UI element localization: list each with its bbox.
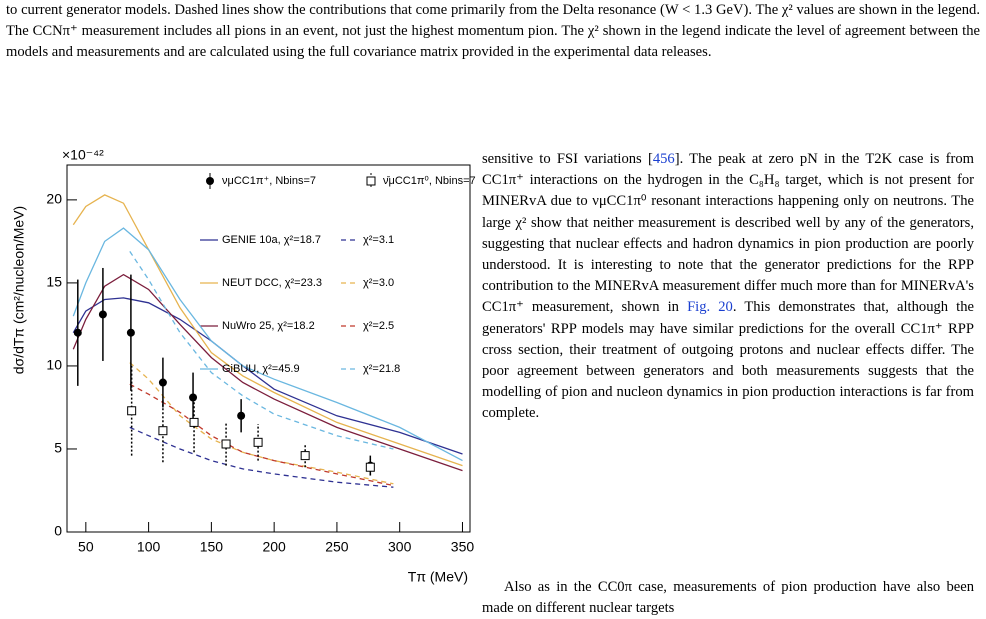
legend-marker	[206, 177, 214, 185]
plot-frame	[66, 164, 471, 533]
legend-label: νμCC1π⁺, Nbins=7	[222, 175, 316, 187]
body-paragraph: sensitive to FSI variations [456]. The p…	[482, 149, 974, 425]
data-point	[237, 411, 246, 420]
page: to current generator models. Dashed line…	[6, 2, 980, 617]
chart: ×10⁻⁴² Tπ (MeV) dσ/dTπ (cm²/nucleon/MeV)…	[11, 150, 476, 585]
citation-link[interactable]: 456	[652, 151, 675, 167]
caption: to current generator models. Dashed line…	[6, 2, 980, 61]
y-tick-label: 15	[46, 274, 62, 290]
legend-label: GENIE 10a, χ²=18.7	[222, 234, 321, 246]
x-tick-label: 350	[451, 539, 475, 555]
text: . This demonstrates that, although the g…	[482, 299, 975, 422]
dashed-line	[129, 362, 394, 485]
legend-label: GiBUU, χ²=45.9	[222, 363, 300, 375]
legend-marker	[366, 176, 376, 186]
legend-label: NEUT DCC, χ²=23.3	[222, 277, 322, 289]
text: ]. The peak at zero pN in the T2K case i…	[482, 151, 974, 316]
dashed-line	[129, 383, 394, 487]
dashed-line	[129, 251, 394, 450]
x-tick-label: 300	[388, 539, 412, 555]
x-tick-label: 150	[200, 539, 224, 555]
y-axis-label: dσ/dTπ (cm²/nucleon/MeV)	[11, 206, 27, 374]
legend-label: χ²=2.5	[363, 320, 394, 332]
axis-multiplier: ×10⁻⁴²	[62, 150, 104, 163]
data-point	[158, 378, 167, 387]
data-point	[126, 328, 135, 337]
legend-label: χ²=3.1	[363, 234, 394, 246]
body-paragraph: Also as in the CC0π case, measurements o…	[482, 579, 974, 617]
data-point	[253, 437, 263, 447]
y-tick-label: 0	[54, 523, 62, 539]
data-point	[221, 439, 231, 449]
legend-label: χ²=3.0	[363, 277, 394, 289]
data-point	[189, 393, 198, 402]
legend-label: NuWro 25, χ²=18.2	[222, 320, 315, 332]
data-point	[98, 310, 107, 319]
x-tick-label: 250	[325, 539, 349, 555]
data-point	[127, 406, 137, 416]
model-line	[72, 194, 463, 467]
y-tick-label: 5	[54, 440, 62, 456]
legend-label: ν̄μCC1π⁰, Nbins=7	[383, 175, 476, 187]
data-point	[300, 451, 310, 461]
data-point	[365, 462, 375, 472]
data-point	[73, 328, 82, 337]
model-line	[72, 227, 463, 462]
y-tick-label: 20	[46, 191, 62, 207]
text: sensitive to FSI variations [	[482, 151, 653, 167]
x-tick-label: 50	[78, 539, 94, 555]
x-axis-label: Tπ (MeV)	[408, 569, 468, 585]
x-tick-label: 200	[262, 539, 286, 555]
figure-link[interactable]: Fig. 20	[687, 299, 733, 316]
y-tick-label: 10	[46, 357, 62, 373]
data-point	[189, 417, 199, 427]
x-tick-label: 100	[137, 539, 161, 555]
legend-label: χ²=21.8	[363, 363, 400, 375]
model-line	[72, 273, 463, 472]
data-point	[158, 426, 168, 436]
